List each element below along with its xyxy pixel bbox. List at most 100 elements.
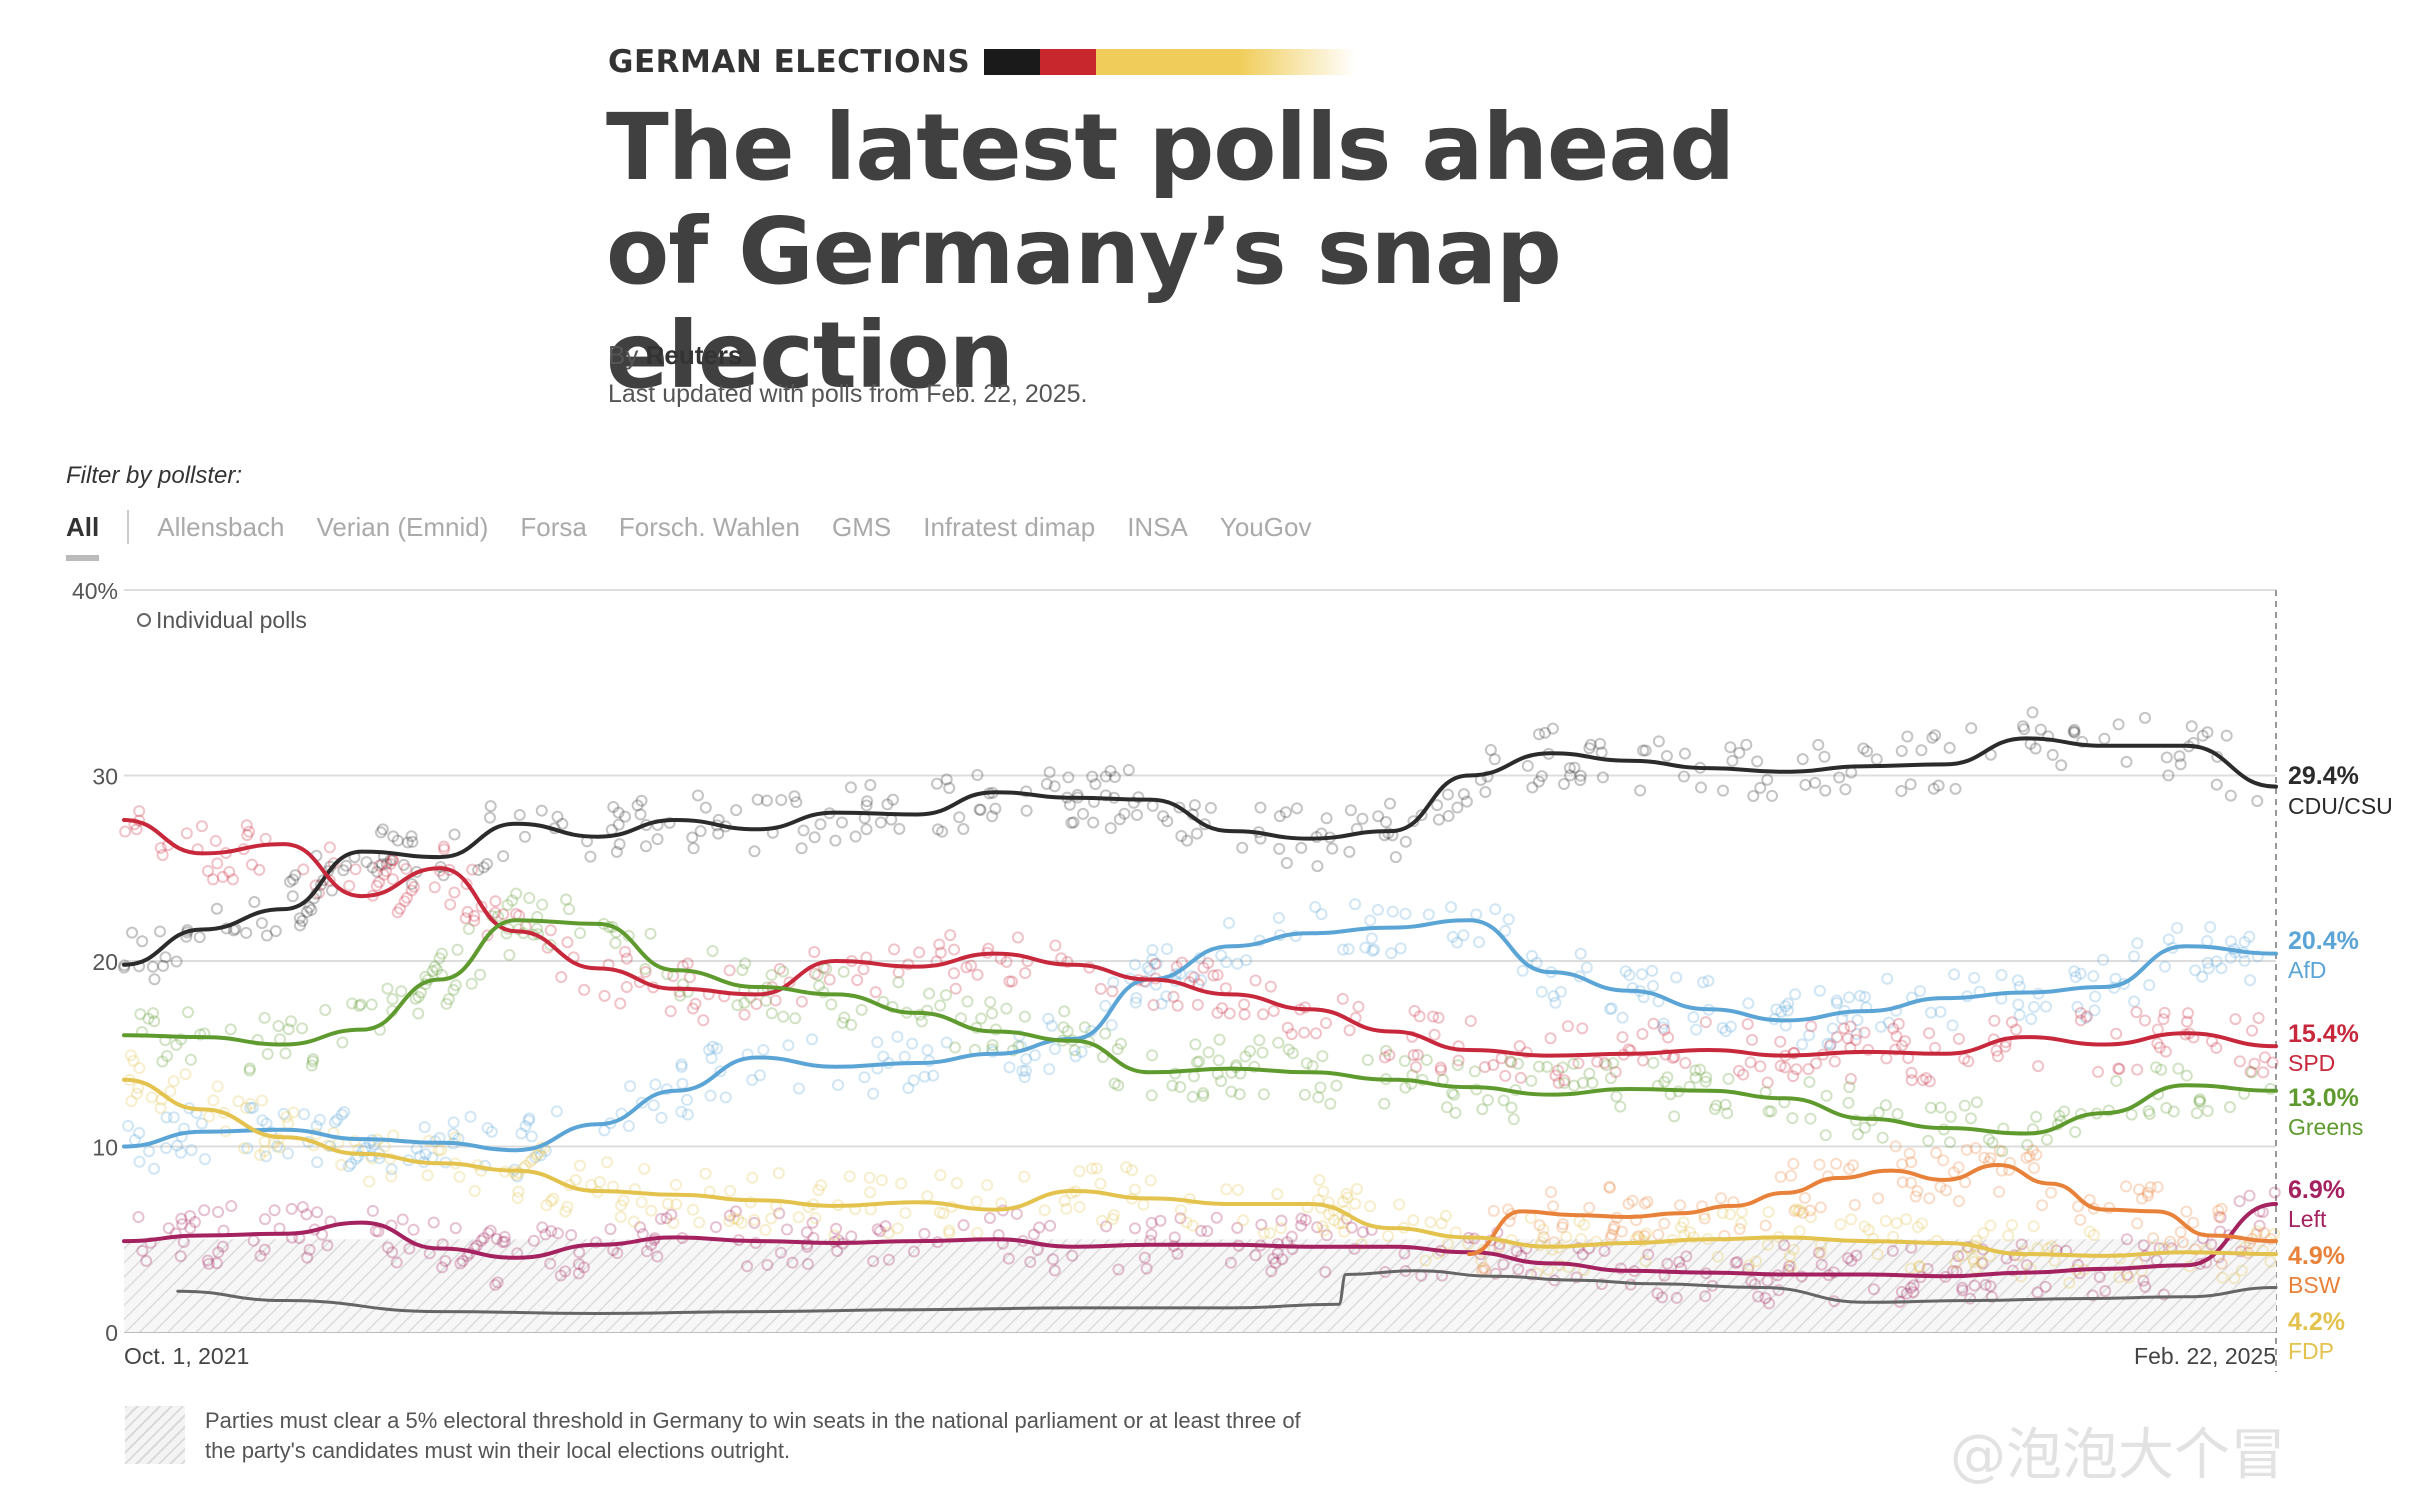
poll-dot xyxy=(1016,1064,1029,1077)
poll-dot xyxy=(1048,1043,1061,1056)
poll-dot xyxy=(1879,1099,1892,1112)
poll-dot xyxy=(301,905,314,918)
poll-dot xyxy=(1435,1217,1448,1230)
tab-yougov[interactable]: YouGov xyxy=(1219,511,1312,542)
poll-dot xyxy=(2171,921,2184,934)
poll-dot xyxy=(614,997,627,1010)
poll-dot xyxy=(1652,1228,1665,1241)
poll-dot xyxy=(2110,1027,2123,1040)
tab-infratest-dimap[interactable]: Infratest dimap xyxy=(923,511,1096,542)
poll-dot xyxy=(1502,913,1515,926)
poll-dot xyxy=(772,1167,785,1180)
poll-dot xyxy=(1574,947,1587,960)
poll-dot xyxy=(122,1119,135,1132)
poll-dot xyxy=(523,892,536,905)
poll-dot xyxy=(973,803,986,816)
last-updated: Last updated with polls from Feb. 22, 20… xyxy=(608,380,1088,408)
poll-dot xyxy=(2158,960,2171,973)
poll-dot xyxy=(1590,1235,1603,1248)
poll-dot xyxy=(349,863,362,876)
poll-dot xyxy=(184,1221,197,1234)
poll-dot xyxy=(1622,1197,1635,1210)
poll-dot xyxy=(1342,943,1355,956)
poll-dot xyxy=(202,1110,215,1123)
poll-dot xyxy=(1236,841,1249,854)
poll-dot xyxy=(2074,1007,2087,1020)
trend-line-afd xyxy=(122,918,2278,1153)
poll-dot xyxy=(1442,809,1455,822)
poll-dot xyxy=(2233,1055,2246,1068)
poll-dot xyxy=(899,1207,912,1220)
poll-dot xyxy=(940,1036,953,1049)
poll-dot xyxy=(1337,1217,1350,1230)
poll-dot xyxy=(2224,789,2237,802)
poll-dot xyxy=(377,868,390,881)
poll-dot xyxy=(1408,1004,1421,1017)
tab-gms[interactable]: GMS xyxy=(831,511,892,542)
poll-dot xyxy=(1497,1094,1510,1107)
poll-dot xyxy=(282,1023,295,1036)
poll-dot xyxy=(512,923,525,936)
poll-dot xyxy=(2257,1066,2270,1079)
poll-dot xyxy=(1690,1023,1703,1036)
poll-dot xyxy=(1378,1097,1391,1110)
poll-dot xyxy=(1809,776,1822,789)
poll-dot xyxy=(2128,995,2141,1008)
poll-dot xyxy=(1695,781,1708,794)
poll-dot xyxy=(654,1212,667,1225)
poll-dot xyxy=(1476,1103,1489,1116)
poll-dot xyxy=(428,960,441,973)
poll-dot xyxy=(699,1167,712,1180)
poll-dot xyxy=(1211,969,1224,982)
poll-dot xyxy=(448,886,461,899)
poll-dot xyxy=(1161,815,1174,828)
tab-insa[interactable]: INSA xyxy=(1127,511,1188,542)
poll-dot xyxy=(1487,1204,1500,1217)
poll-dot xyxy=(2045,1240,2058,1253)
poll-dot xyxy=(2248,1057,2261,1070)
poll-dot xyxy=(1075,1045,1088,1058)
poll-dot xyxy=(1350,1183,1363,1196)
tab-forsa[interactable]: Forsa xyxy=(520,511,587,542)
poll-dot xyxy=(2029,742,2042,755)
poll-dot xyxy=(338,1105,351,1118)
poll-dot xyxy=(201,1254,214,1267)
poll-dot xyxy=(923,987,936,1000)
poll-dot xyxy=(892,976,905,989)
trend-line-left xyxy=(122,1202,2278,1279)
poll-dot xyxy=(1452,1054,1465,1067)
poll-dot xyxy=(1586,1076,1599,1089)
poll-dot xyxy=(867,1255,880,1268)
poll-dot xyxy=(1094,1177,1107,1190)
poll-dot xyxy=(1861,745,1874,758)
poll-dot xyxy=(1168,1231,1181,1244)
tab-verian[interactable]: Verian (Emnid) xyxy=(316,511,489,542)
poll-dot xyxy=(232,1095,245,1108)
tab-all[interactable]: All xyxy=(66,511,100,561)
poll-dot xyxy=(1779,1000,1792,1013)
poll-dot xyxy=(2151,1023,2164,1036)
poll-dot xyxy=(1656,1291,1669,1304)
poll-dot xyxy=(2216,1271,2229,1284)
poll-dot xyxy=(1965,722,1978,735)
poll-dot xyxy=(259,1213,272,1226)
poll-dot xyxy=(400,891,413,904)
poll-dot xyxy=(1343,845,1356,858)
poll-dot xyxy=(1547,1200,1560,1213)
poll-dot xyxy=(1533,1060,1546,1073)
poll-dot xyxy=(2258,1051,2271,1064)
poll-dot xyxy=(1662,1031,1675,1044)
poll-dot xyxy=(1384,797,1397,810)
poll-dot xyxy=(1549,1069,1562,1082)
poll-dot xyxy=(1320,1229,1333,1242)
poll-dot xyxy=(2214,1211,2227,1224)
tab-forsch-wahlen[interactable]: Forsch. Wahlen xyxy=(618,511,800,542)
poll-dot xyxy=(475,900,488,913)
poll-dot xyxy=(1291,802,1304,815)
poll-dot xyxy=(1191,998,1204,1011)
poll-dot xyxy=(838,1011,851,1024)
tab-allensbach[interactable]: Allensbach xyxy=(157,511,285,542)
poll-dot xyxy=(140,1254,153,1267)
poll-dot xyxy=(1675,1221,1688,1234)
poll-dot xyxy=(719,1091,732,1104)
